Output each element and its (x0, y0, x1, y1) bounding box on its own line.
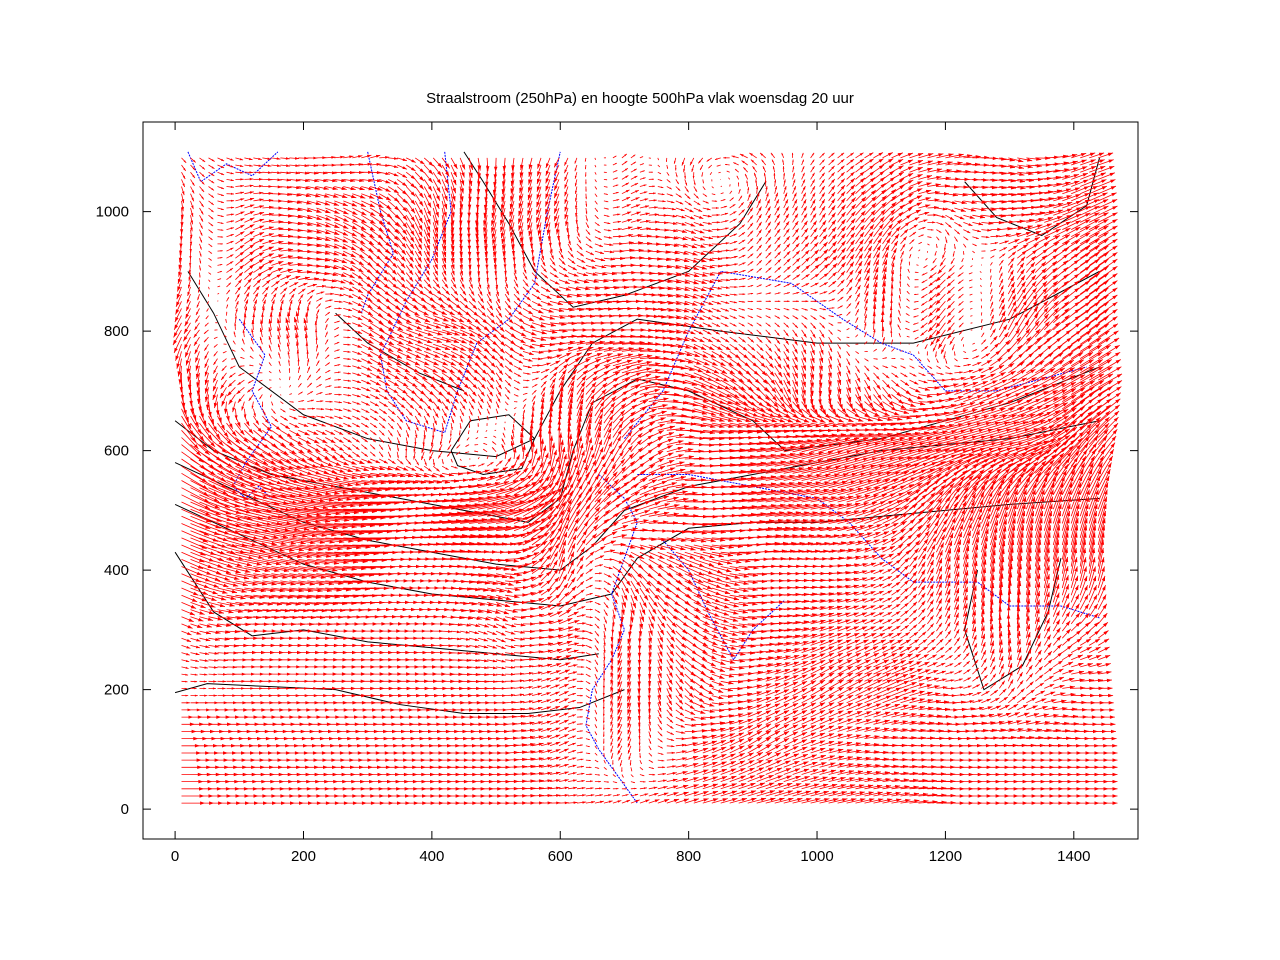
contour-line (174, 551, 599, 661)
plot-border (142, 121, 1139, 840)
contour-line (463, 151, 767, 308)
x-tick-label: 0 (171, 848, 179, 865)
contour-line (174, 683, 625, 715)
coastline (187, 151, 279, 183)
coastline (379, 151, 561, 434)
x-tick-label: 800 (676, 848, 701, 865)
y-tick-label: 1000 (96, 204, 129, 221)
y-tick-label: 200 (104, 682, 129, 699)
x-tick-label: 1400 (1057, 848, 1090, 865)
contour-line (964, 157, 1100, 237)
y-tick-label: 0 (121, 801, 129, 818)
y-axis: 0 200 400 600 800 1000 (96, 204, 1138, 818)
coastline (585, 474, 638, 804)
x-tick-label: 1200 (929, 848, 962, 865)
vector-heads (173, 152, 1122, 805)
coastline (662, 539, 786, 661)
contour-line (187, 270, 1100, 458)
y-tick-label: 400 (104, 562, 129, 579)
x-tick-label: 1000 (800, 848, 833, 865)
x-tick-label: 400 (419, 848, 444, 865)
wind-vectors (172, 152, 1123, 805)
coastline (637, 474, 1100, 619)
vector-shafts (172, 152, 1123, 804)
coastline (360, 151, 394, 314)
x-tick-label: 200 (291, 848, 316, 865)
x-tick-label: 600 (548, 848, 573, 865)
y-tick-label: 800 (104, 323, 129, 340)
y-tick-label: 600 (104, 443, 129, 460)
chart-title: Straalstroom (250hPa) en hoogte 500hPa v… (426, 90, 854, 107)
contour-line (335, 312, 465, 392)
x-axis: 0 200 400 600 800 1000 1200 1400 (171, 122, 1090, 865)
